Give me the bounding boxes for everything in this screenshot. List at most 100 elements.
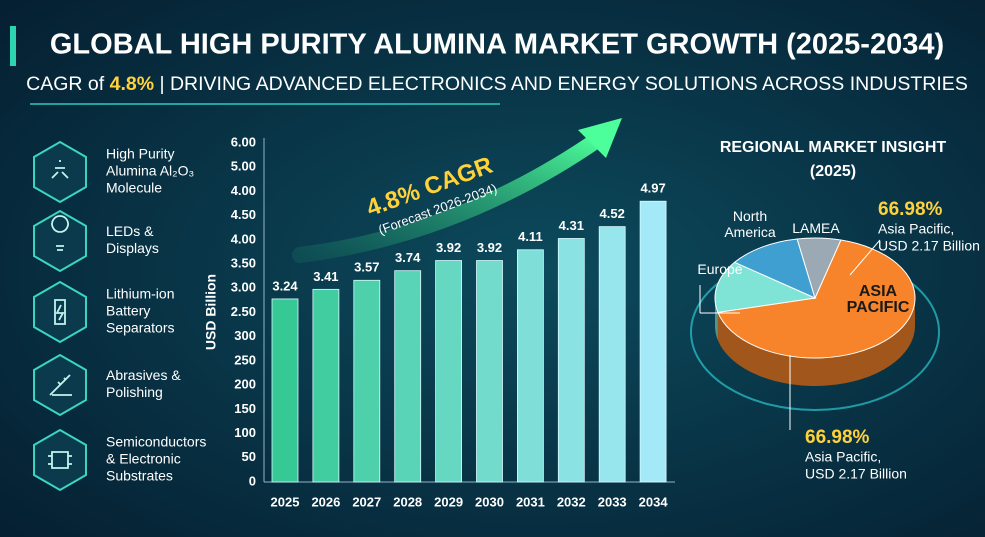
slice-label-line: LAMEA xyxy=(792,220,840,236)
icon-hexagon xyxy=(33,209,87,273)
pie-side xyxy=(714,298,718,341)
callout-amount: USD 2.17 Billion xyxy=(805,466,907,482)
arrow-head xyxy=(578,118,622,158)
callout-value: 66.98% xyxy=(878,199,943,220)
y-tick-label: 150 xyxy=(234,401,256,416)
slice-label: Europe xyxy=(697,261,742,277)
bar xyxy=(435,260,463,483)
y-tick-label: 3.50 xyxy=(231,256,256,271)
sidebar-label: & Electronic xyxy=(106,451,181,467)
slice-label: North America xyxy=(724,208,776,240)
bar xyxy=(353,279,381,483)
x-tick-label: 2030 xyxy=(475,494,504,509)
sidebar-label: Molecule xyxy=(106,180,162,196)
sidebar-label: Abrasives & xyxy=(106,367,181,383)
bar xyxy=(312,288,340,483)
slice-label-line: Europe xyxy=(697,261,742,277)
x-tick-label: 2026 xyxy=(311,494,340,509)
title: GLOBAL HIGH PURITY ALUMINA MARKET GROWTH… xyxy=(50,29,944,61)
y-tick-label: 100 xyxy=(234,425,256,440)
bar xyxy=(517,249,544,483)
sidebar-label: Semiconductors xyxy=(106,434,206,450)
value-label: 3.92 xyxy=(477,240,502,255)
x-tick-label: 2027 xyxy=(352,494,381,509)
y-tick-label: 0 xyxy=(249,473,256,488)
pie-slice xyxy=(717,239,916,359)
y-tick-label: 2.50 xyxy=(231,304,256,319)
sidebar-label: Polishing xyxy=(106,384,163,400)
bar xyxy=(598,226,626,483)
slice-label-line: PACIFIC xyxy=(847,299,910,316)
subtitle: CAGR of 4.8% | DRIVING ADVANCED ELECTRON… xyxy=(26,73,968,95)
sidebar-label: Displays xyxy=(106,240,159,256)
callout-value: 66.98% xyxy=(805,427,870,448)
accent-bar xyxy=(10,26,16,66)
callout-name: Asia Pacific, xyxy=(878,221,954,237)
slice-label: ASIA PACIFIC xyxy=(847,283,910,316)
y-tick-label: 4.50 xyxy=(231,207,256,222)
bar xyxy=(557,238,585,483)
y-axis-label: USD Billion xyxy=(203,274,219,350)
slice-label-line: North xyxy=(733,208,767,224)
pie-slice xyxy=(796,237,842,300)
x-tick-label: 2028 xyxy=(393,494,422,509)
value-label: 4.31 xyxy=(559,218,584,233)
bar xyxy=(271,298,299,483)
y-tick-label: 250 xyxy=(234,352,256,367)
sidebar-label: Substrates xyxy=(106,468,173,484)
pie-chart: REGIONAL MARKET INSIGHT (2025) ASIA PACIFIC… xyxy=(690,139,980,482)
y-tick-label: 5.00 xyxy=(231,159,256,174)
sidebar-label: Lithium-ion xyxy=(106,286,174,302)
pie-title: REGIONAL MARKET INSIGHT xyxy=(720,139,947,156)
value-label: 3.24 xyxy=(272,278,298,293)
value-label: 3.57 xyxy=(354,260,379,275)
callout-line xyxy=(849,239,881,276)
icon-glyph xyxy=(54,299,66,325)
pie-slice xyxy=(714,261,817,313)
value-label: 3.74 xyxy=(395,250,421,265)
growth-arrow xyxy=(292,130,608,263)
bar xyxy=(476,260,503,483)
x-tick-label: 2031 xyxy=(516,494,545,509)
y-tick-label: 300 xyxy=(234,328,256,343)
value-label: 4.97 xyxy=(640,181,665,196)
y-tick-label: 200 xyxy=(234,377,256,392)
value-label: 4.52 xyxy=(600,206,625,221)
subtitle-rest: | DRIVING ADVANCED ELECTRONICS AND ENERG… xyxy=(159,73,967,95)
bar-chart: 0 50 100 150 200 250 300 2.50 3.00 3.50 4.00 4.50 4.… xyxy=(203,134,675,509)
y-tick-label: 6.00 xyxy=(231,134,256,149)
icon-hexagon xyxy=(33,428,87,492)
bar xyxy=(639,200,667,483)
callout-amount: USD 2.17 Billion xyxy=(878,238,980,254)
y-tick-label: 3.00 xyxy=(231,280,256,295)
x-tick-label: 2025 xyxy=(271,494,300,509)
icon-glyph xyxy=(51,160,69,179)
sidebar-label: Alumina Al₂O₃ xyxy=(106,163,194,179)
icon-glyph xyxy=(49,374,72,396)
x-tick-label: 2033 xyxy=(598,494,627,509)
sidebar-label: Separators xyxy=(106,320,174,336)
subtitle-lead: CAGR of xyxy=(26,73,105,95)
icon-hexagon xyxy=(33,140,87,204)
slice-label-line: ASIA xyxy=(859,283,898,300)
icon-hexagon xyxy=(33,280,87,344)
bar xyxy=(394,270,422,483)
y-tick-label: 4.00 xyxy=(231,231,256,246)
y-tick-label: 4.00 xyxy=(231,183,256,198)
slice-label: LAMEA xyxy=(792,220,840,236)
sidebar-label: High Purity xyxy=(106,146,174,162)
x-tick-label: 2034 xyxy=(639,494,669,509)
value-label: 3.41 xyxy=(313,269,338,284)
icon-glyph xyxy=(51,215,69,251)
pie-slice xyxy=(733,238,816,299)
pie-title: (2025) xyxy=(810,163,856,180)
icon-glyph xyxy=(48,451,72,469)
x-tick-label: 2032 xyxy=(557,494,586,509)
slice-label-line: America xyxy=(724,224,776,240)
value-label: 4.11 xyxy=(518,229,543,244)
sidebar-label: LEDs & xyxy=(106,223,154,239)
y-tick-label: 50 xyxy=(242,449,256,464)
